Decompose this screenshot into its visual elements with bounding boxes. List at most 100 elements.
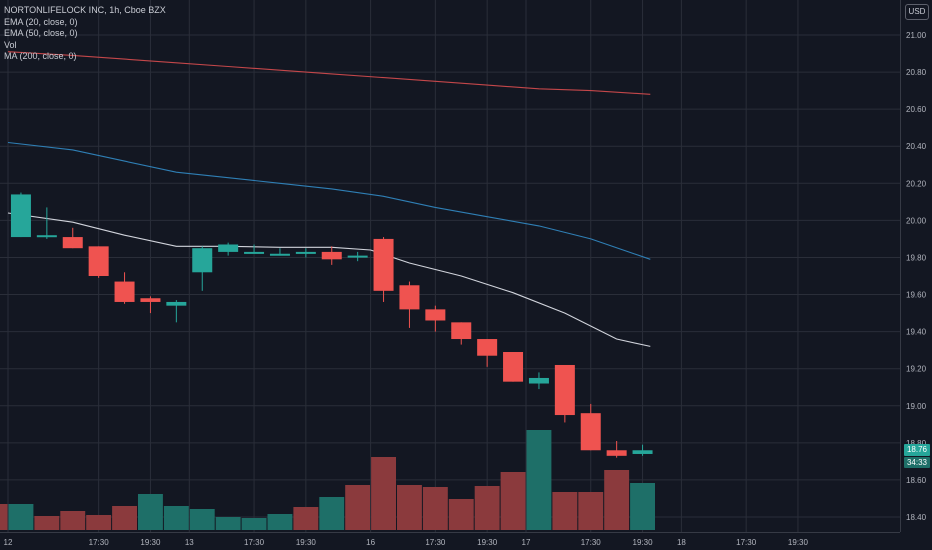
candle [528,372,549,390]
candle [36,207,57,239]
grid-lines [0,0,901,533]
time-tick-label: 17:30 [581,538,602,547]
candle [62,227,83,249]
candle [192,246,213,291]
candle-body [477,339,498,356]
price-tick-label: 19.60 [906,291,927,300]
volume-bar [422,487,448,530]
time-tick-label: 17:30 [425,538,446,547]
candle [425,305,446,332]
time-tick-label: 19:30 [140,538,161,547]
volume-bar [345,485,371,530]
candle-body [528,377,549,384]
volume-bars [0,430,655,530]
candle [244,244,265,254]
volume-bar [474,486,500,530]
price-tick-label: 20.00 [906,216,927,225]
volume-bar [500,472,526,530]
time-tick-label: 17:30 [244,538,265,547]
ma200-legend[interactable]: MA (200, close, 0) [4,51,77,61]
candle-body [36,235,57,238]
volume-bar [319,497,345,530]
candle [295,248,316,258]
candle [10,192,31,238]
candle-body [140,298,161,302]
candle [580,403,601,451]
candle-body [88,246,109,276]
price-tick-label: 19.80 [906,253,927,262]
time-axis[interactable]: 12 17:30 19:30 13 17:30 19:30 16 17:30 19:30 17 17… [4,538,809,547]
candle-body [451,322,472,340]
time-tick-label: 13 [185,538,194,547]
price-tick-label: 20.80 [906,68,927,77]
volume-bar [371,457,396,530]
candle [606,440,627,458]
volume-bar [241,518,267,530]
volume-bar [34,516,60,530]
candle-body [192,248,213,273]
volume-bar [163,506,189,530]
candle [88,246,109,278]
time-tick-label: 17:30 [736,538,757,547]
candle-body [425,309,446,321]
candle [632,444,653,456]
candle [503,352,524,382]
candle-body [503,352,524,382]
volume-legend[interactable]: Vol [4,39,17,50]
candle-body [166,301,187,306]
volume-bar [630,483,655,530]
price-tick-label: 19.20 [906,365,927,374]
last-price-tag: 18.76 [904,444,930,457]
volume-bar [0,504,8,530]
volume-bar [604,470,630,530]
candle-body [554,364,575,416]
candle [114,272,135,304]
volume-bar [138,494,163,530]
candle [218,242,239,256]
candle-body [295,251,316,254]
time-tick-label: 19:30 [633,538,654,547]
candle-body [114,281,135,302]
currency-badge[interactable]: USD [905,4,929,20]
candle-body [244,251,265,254]
candle [451,322,472,345]
time-tick-label: 19:30 [477,538,498,547]
candle-body [218,244,239,252]
volume-bar [60,511,86,530]
volume-bar [526,430,552,530]
volume-bar [112,506,137,530]
volume-bar [293,507,319,530]
candle [347,251,368,262]
time-tick-label: 12 [4,538,13,547]
candle-body [62,237,83,249]
candle-countdown-tag: 34:33 [904,457,930,469]
candle [140,296,161,314]
price-tick-label: 20.40 [906,142,927,151]
volume-bar [86,515,112,530]
ema20-line [7,212,651,347]
time-tick-label: 17 [522,538,531,547]
volume-bar [267,514,293,530]
volume-bar [397,485,422,530]
candle-body [269,253,290,256]
candlesticks [10,192,653,458]
candle [554,364,575,423]
volume-bar [578,492,604,530]
ema20-legend[interactable]: EMA (20, close, 0) [4,16,78,27]
time-tick-label: 17:30 [89,538,110,547]
volume-bar [215,517,241,530]
ema50-legend[interactable]: EMA (50, close, 0) [4,28,78,38]
candle-body [321,251,342,260]
candle [321,246,342,265]
candle-body [10,194,31,238]
price-tick-label: 21.00 [906,31,927,40]
candle-body [373,238,394,291]
time-tick-label: 19:30 [296,538,317,547]
price-axis[interactable]: 21.00 20.80 20.60 20.40 20.20 20.00 19.80 19.60… [906,31,927,522]
price-tick-label: 18.40 [906,513,927,522]
candle [269,248,290,256]
symbol-title[interactable]: NORTONLIFELOCK INC, 1h, Cboe BZX [4,5,166,15]
time-tick-label: 19:30 [788,538,809,547]
candle-body [347,255,368,258]
